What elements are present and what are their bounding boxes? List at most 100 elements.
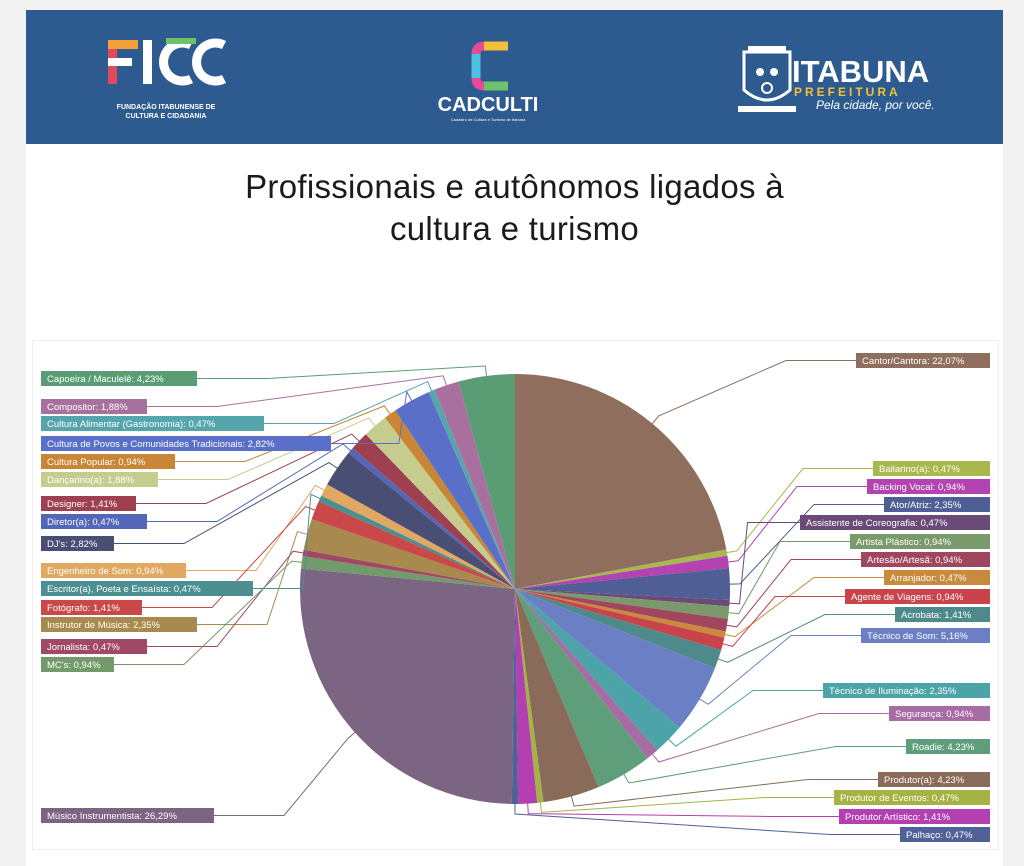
label-engenheiro-de-som: Engenheiro de Som: 0,94% bbox=[41, 563, 186, 578]
label-produtor-artistico: Produtor Artístico: 1,41% bbox=[839, 809, 990, 824]
leader-line-tecnico-de-iluminacao bbox=[665, 690, 823, 747]
pie-slice-cultura-alimentar-gastronomia bbox=[428, 389, 515, 589]
slice-labels: Cantor/Cantora: 22,07% Bailarino(a): 0,47… bbox=[41, 353, 990, 842]
label-box bbox=[41, 454, 175, 469]
pie-slice-dancarino-a bbox=[365, 417, 515, 589]
label-box bbox=[873, 461, 990, 476]
label-box bbox=[41, 399, 147, 414]
svg-text:PREFEITURA: PREFEITURA bbox=[794, 85, 901, 99]
leader-line-assistente-de-coreografia bbox=[725, 522, 800, 605]
label-instrutor-de-musica: Instrutor de Música: 2,35% bbox=[41, 617, 197, 632]
pie-slice-designer bbox=[352, 434, 515, 589]
leader-line-cultura-alimentar-gastronomia bbox=[264, 380, 434, 424]
label-text: Produtor(a): 4,23% bbox=[884, 775, 965, 786]
leader-lines bbox=[114, 360, 906, 835]
label-escritor-a-poeta-e-ensaista: Escritor(a), Poeta e Ensaísta: 0,47% bbox=[41, 581, 253, 596]
label-text: Produtor de Eventos: 0,47% bbox=[840, 793, 959, 804]
cadculti-logo: CADCULTI Cadastro de Cultura e Turismo d… bbox=[438, 41, 538, 122]
pie-slice-musico-instrumentista bbox=[300, 568, 515, 804]
label-bailarino-a: Bailarino(a): 0,47% bbox=[873, 461, 990, 476]
pie-slice-bailarino-a bbox=[515, 549, 728, 589]
pie-slice-arranjador bbox=[515, 589, 726, 638]
label-acrobata: Acrobata: 1,41% bbox=[895, 607, 990, 622]
ficc-logo: FUNDAÇÃO ITABUNENSE DE CULTURA E CIDADAN… bbox=[108, 38, 227, 120]
label-seguranca: Segurança: 0,94% bbox=[889, 706, 990, 721]
pie-slice-dj-s bbox=[327, 452, 515, 589]
label-cultura-de-povos-e-comunidades-tradicionais: Cultura de Povos e Comunidades Tradicion… bbox=[41, 436, 331, 451]
label-box bbox=[906, 739, 990, 754]
leader-line-artesao-artesa bbox=[722, 559, 861, 628]
label-text: Cultura de Povos e Comunidades Tradicion… bbox=[47, 439, 275, 450]
itabuna-logo: ITABUNA PREFEITURA Pela cidade, por você… bbox=[738, 46, 935, 112]
label-box bbox=[41, 416, 264, 431]
leader-line-instrutor-de-musica bbox=[197, 531, 312, 625]
label-box bbox=[800, 515, 990, 530]
pie-slice-artista-plastico bbox=[515, 589, 730, 619]
leader-line-roadie bbox=[621, 746, 906, 784]
label-text: Arranjador: 0,47% bbox=[890, 573, 967, 584]
label-mc-s: MC's: 0,94% bbox=[41, 657, 114, 672]
leader-line-backing-vocal bbox=[724, 486, 867, 563]
pie-slice-produtor-a bbox=[515, 589, 599, 803]
label-text: Dançarino(a): 1,88% bbox=[47, 475, 135, 486]
leader-line-palhaco bbox=[514, 800, 900, 835]
label-text: Engenheiro de Som: 0,94% bbox=[47, 566, 164, 577]
label-box bbox=[861, 628, 990, 643]
label-box bbox=[895, 607, 990, 622]
label-tecnico-de-som: Técnico de Som: 5,16% bbox=[861, 628, 990, 643]
pie-slice-artesao-artesa bbox=[515, 589, 728, 632]
label-box bbox=[41, 581, 253, 596]
pie-slice-acrobata bbox=[515, 589, 722, 668]
label-dancarino-a: Dançarino(a): 1,88% bbox=[41, 472, 158, 487]
pie-slice-cultura-de-povos-e-comunidades-tradicionais bbox=[395, 392, 515, 589]
leader-line-musico-instrumentista bbox=[214, 729, 359, 816]
leader-line-compositor bbox=[147, 375, 449, 407]
label-palhaco: Palhaço: 0,47% bbox=[900, 827, 990, 842]
label-text: Backing Vocal: 0,94% bbox=[873, 482, 965, 493]
label-box bbox=[834, 790, 990, 805]
label-dj-s: DJ's: 2,82% bbox=[41, 536, 114, 551]
label-artista-plastico: Artista Plástico: 0,94% bbox=[850, 534, 990, 549]
leader-line-jornalista bbox=[147, 550, 308, 647]
label-diretor-a: Diretor(a): 0,47% bbox=[41, 514, 147, 529]
label-box bbox=[41, 536, 114, 551]
label-produtor-a: Produtor(a): 4,23% bbox=[878, 772, 990, 787]
pie-slice-mc-s bbox=[300, 556, 515, 589]
label-box bbox=[856, 353, 990, 368]
pie-slice-compositor bbox=[434, 381, 515, 589]
label-box bbox=[41, 563, 186, 578]
label-ator-atriz: Ator/Atriz: 2,35% bbox=[884, 497, 990, 512]
pie-slice-seguranca bbox=[515, 589, 658, 759]
pie-slice-produtor-de-eventos bbox=[515, 589, 544, 803]
label-designer: Designer: 1,41% bbox=[41, 496, 136, 511]
label-text: MC's: 0,94% bbox=[47, 660, 101, 671]
label-agente-de-viagens: Agente de Viagens: 0,94% bbox=[845, 589, 990, 604]
label-cultura-alimentar-gastronomia: Cultura Alimentar (Gastronomia): 0,47% bbox=[41, 416, 264, 431]
label-text: Diretor(a): 0,47% bbox=[47, 517, 120, 528]
label-box bbox=[41, 514, 147, 529]
label-cantor-cantora: Cantor/Cantora: 22,07% bbox=[856, 353, 990, 368]
label-musico-instrumentista: Músico Instrumentista: 26,29% bbox=[41, 808, 214, 823]
label-cultura-popular: Cultura Popular: 0,94% bbox=[41, 454, 175, 469]
label-text: Agente de Viagens: 0,94% bbox=[851, 592, 964, 603]
leader-line-produtor-artistico bbox=[526, 799, 839, 817]
pie-slice-backing-vocal bbox=[515, 555, 730, 589]
logos-strip: FUNDAÇÃO ITABUNENSE DE CULTURA E CIDADAN… bbox=[108, 38, 935, 122]
report-card: FUNDAÇÃO ITABUNENSE DE CULTURA E CIDADAN… bbox=[26, 10, 1003, 866]
pie-slice-agente-de-viagens bbox=[515, 589, 725, 650]
leader-line-cultura-popular bbox=[175, 405, 393, 462]
label-box bbox=[41, 808, 214, 823]
label-box bbox=[867, 479, 990, 494]
page-title: Profissionais e autônomos ligados à cult… bbox=[26, 166, 1003, 250]
label-text: Designer: 1,41% bbox=[47, 499, 118, 510]
label-box bbox=[41, 496, 136, 511]
label-text: Compositor: 1,88% bbox=[47, 402, 128, 413]
svg-text:CULTURA E CIDADANIA: CULTURA E CIDADANIA bbox=[126, 113, 207, 120]
pie-slice-tecnico-de-iluminacao bbox=[515, 589, 680, 751]
pie-slice-instrutor-de-musica bbox=[303, 519, 515, 589]
label-box bbox=[823, 683, 990, 698]
label-arranjador: Arranjador: 0,47% bbox=[884, 570, 990, 585]
leader-line-produtor-a bbox=[569, 779, 878, 807]
label-text: Escritor(a), Poeta e Ensaísta: 0,47% bbox=[47, 584, 201, 595]
pie-slice-escritor-a-poeta-e-ensaista bbox=[318, 495, 515, 589]
